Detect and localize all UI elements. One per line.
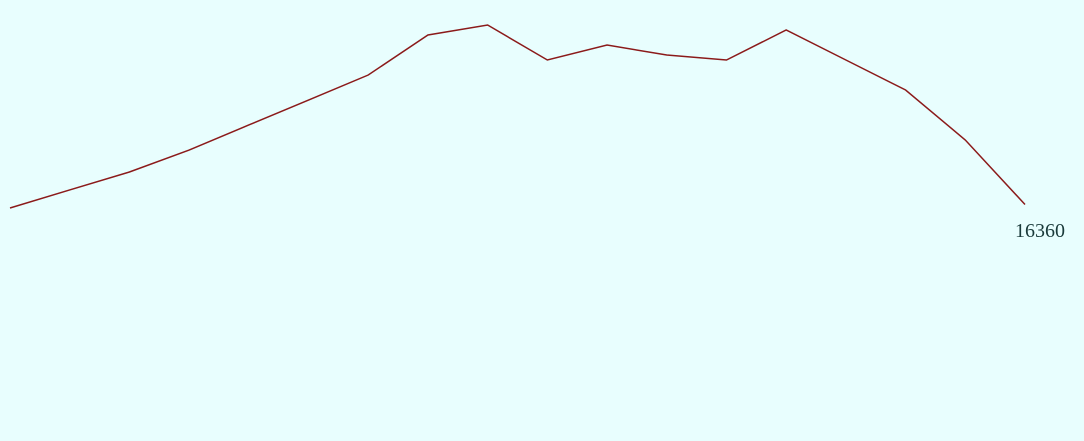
last-price-label: 16360 bbox=[1015, 220, 1065, 242]
price-line bbox=[9, 24, 1026, 209]
